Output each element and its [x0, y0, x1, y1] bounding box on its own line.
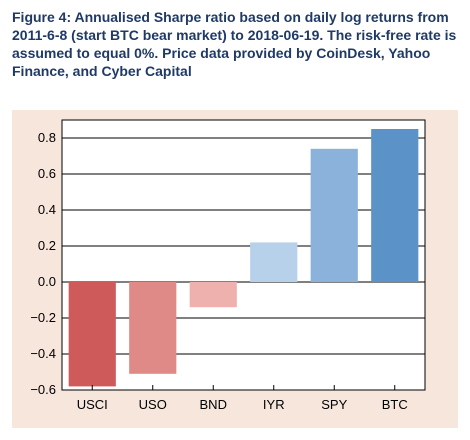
y-tick-label: −0.6: [30, 382, 56, 397]
y-tick-label: 0.0: [38, 274, 56, 289]
y-tick-label: 0.8: [38, 130, 56, 145]
bar-iyr: [250, 242, 298, 282]
x-tick-label: USCI: [77, 397, 108, 412]
x-tick-label: IYR: [263, 397, 285, 412]
x-tick-label: BTC: [382, 397, 408, 412]
y-tick-label: 0.4: [38, 202, 56, 217]
bar-uso: [129, 282, 177, 374]
plot-frame: [61, 119, 426, 391]
y-tick-label: 0.2: [38, 238, 56, 253]
bar-btc: [371, 129, 419, 282]
y-tick-label: −0.2: [30, 310, 56, 325]
figure-caption: Figure 4: Annualised Sharpe ratio based …: [12, 9, 457, 79]
bar-usci: [68, 282, 116, 387]
plot-area: [62, 120, 425, 390]
y-tick-label: 0.6: [38, 166, 56, 181]
bar-spy: [310, 148, 358, 282]
x-tick-label: SPY: [321, 397, 347, 412]
x-tick-label: BND: [200, 397, 227, 412]
y-tick-label: −0.4: [30, 346, 56, 361]
bar-bnd: [189, 282, 237, 308]
x-tick-label: USO: [139, 397, 167, 412]
